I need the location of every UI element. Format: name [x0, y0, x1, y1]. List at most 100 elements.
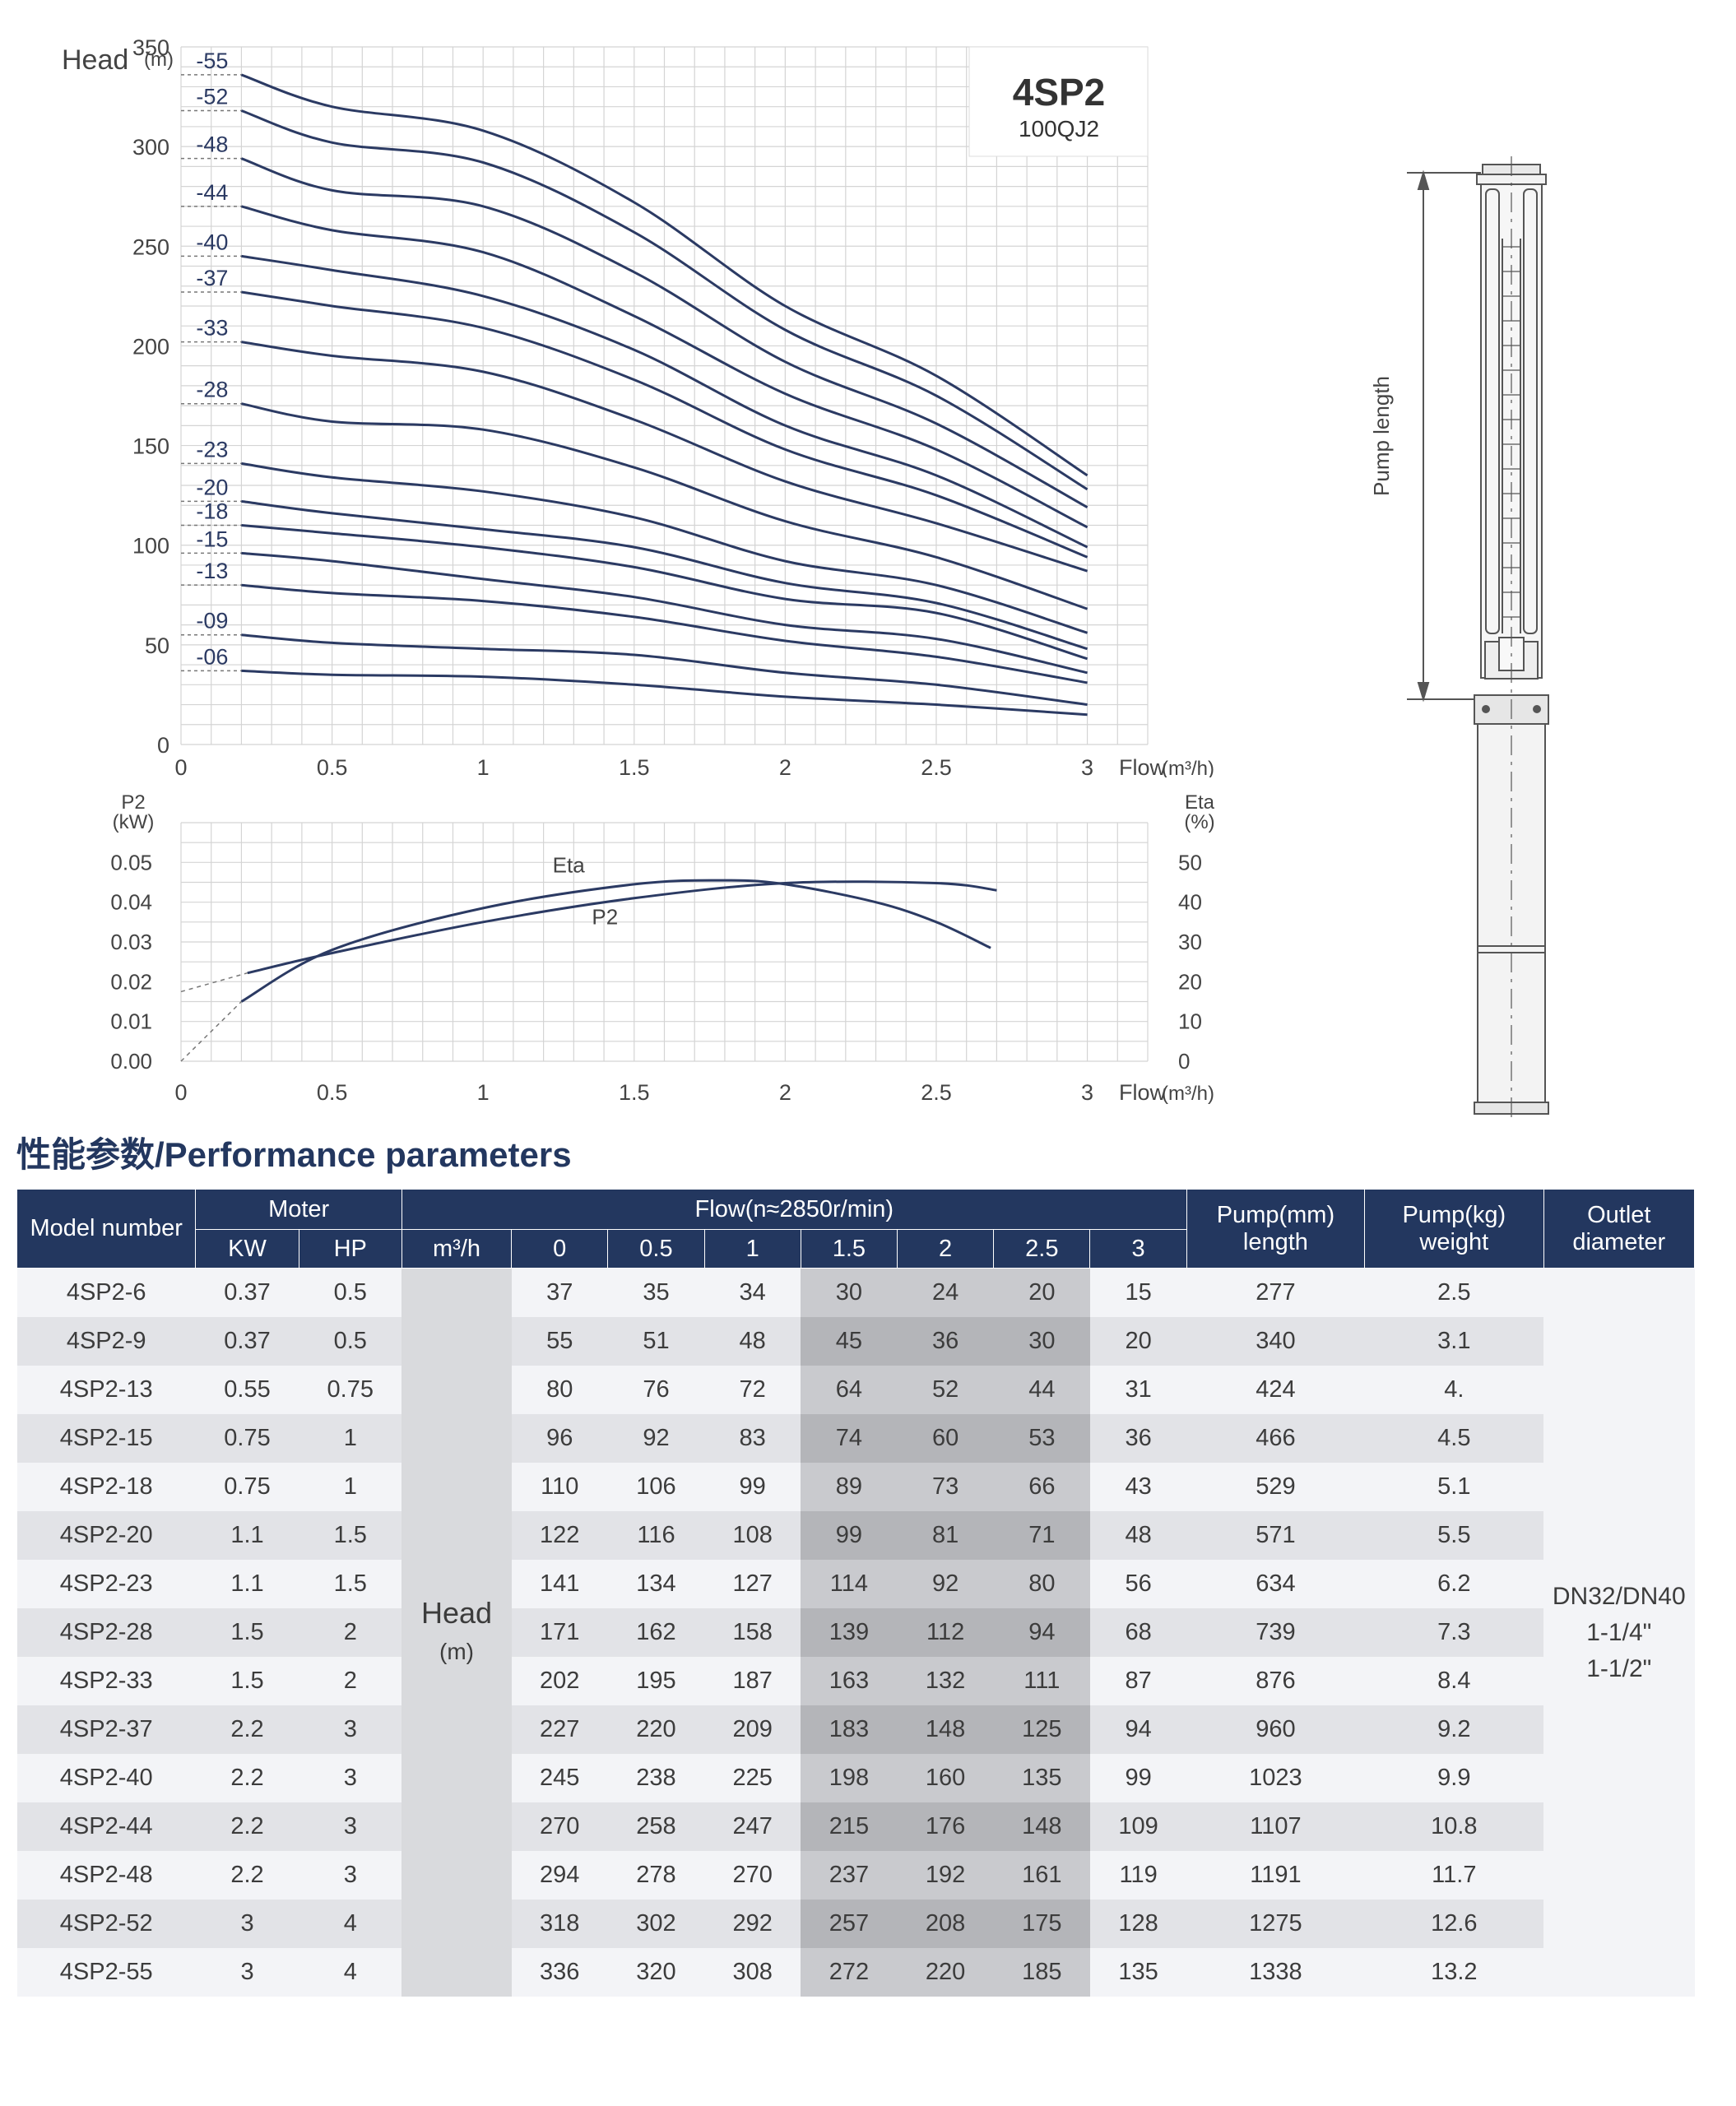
- head-cell: 127: [704, 1560, 801, 1608]
- head-cell: 60: [897, 1414, 994, 1463]
- header-pump-weight: Pump(kg) weight: [1364, 1189, 1544, 1269]
- right-tick-label: 10: [1178, 1009, 1202, 1034]
- model-cell: 4SP2-20: [16, 1511, 196, 1560]
- x-tick-label: 0: [174, 1080, 187, 1105]
- head-cell: 89: [801, 1463, 898, 1511]
- left-tick-label: 0.02: [110, 969, 152, 994]
- pump-weight-cell: 11.7: [1364, 1851, 1544, 1900]
- p2-curve-label: P2: [592, 904, 618, 929]
- model-cell: 4SP2-48: [16, 1851, 196, 1900]
- header-flow-2.5: 2.5: [993, 1229, 1091, 1269]
- hp-cell: 0.75: [299, 1366, 402, 1414]
- head-curve: [241, 551, 1088, 675]
- header-flow-1: 1: [703, 1229, 801, 1269]
- head-cell: 215: [801, 1802, 898, 1851]
- head-cell: 37: [511, 1268, 608, 1317]
- head-cell: 72: [704, 1366, 801, 1414]
- head-cell: 162: [607, 1608, 705, 1657]
- power-efficiency-chart: P2(kW)Eta(%)0.000.010.020.030.040.050102…: [110, 791, 1215, 1105]
- kw-cell: 3: [195, 1948, 299, 1997]
- head-cell: 195: [607, 1657, 705, 1705]
- head-cell: 114: [801, 1560, 898, 1608]
- hp-cell: 0.5: [299, 1317, 402, 1366]
- head-cell: 56: [1089, 1560, 1187, 1608]
- head-cell: 163: [801, 1657, 898, 1705]
- table-row: 4SP2-20 1.1 1.5 122 116 108 99 81 71 48 571 5.5: [16, 1511, 1695, 1560]
- pump-length-cell: 340: [1186, 1317, 1365, 1366]
- pump-weight-cell: 6.2: [1364, 1560, 1544, 1608]
- head-cell: 128: [1089, 1900, 1187, 1948]
- pump-length-cell: 1191: [1186, 1851, 1365, 1900]
- head-curve: [240, 73, 1088, 477]
- head-cell: 247: [704, 1802, 801, 1851]
- head-cell: 148: [897, 1705, 994, 1754]
- head-cell: 111: [993, 1657, 1090, 1705]
- head-cell: 99: [801, 1511, 898, 1560]
- head-cell: 122: [511, 1511, 608, 1560]
- pump-drawing: Pump length: [1369, 156, 1549, 1119]
- table-row: 4SP2-40 2.2 3 245 238 225 198 160 135 99 1023 9.9: [16, 1754, 1695, 1802]
- y-tick-label: 350: [132, 35, 169, 60]
- pump-length-cell: 1107: [1186, 1802, 1365, 1851]
- dimension-arrow-top: [1417, 169, 1430, 190]
- table-row: 4SP2-9 0.37 0.5 55 51 48 45 36 30 20 340 3.1: [16, 1317, 1695, 1366]
- table-row: 4SP2-52 3 4 318 302 292 257 208 175 128 1275 12.6: [16, 1900, 1695, 1948]
- kw-cell: 2.2: [195, 1705, 299, 1754]
- hp-cell: 3: [299, 1705, 402, 1754]
- chart-title: 4SP2: [1013, 71, 1106, 114]
- head-curve: [241, 524, 1088, 661]
- head-cell: 94: [993, 1608, 1090, 1657]
- pump-weight-cell: 8.4: [1364, 1657, 1544, 1705]
- model-cell: 4SP2-28: [16, 1608, 196, 1657]
- series-label: -28: [196, 378, 228, 402]
- kw-cell: 0.55: [195, 1366, 299, 1414]
- head-cell: 220: [607, 1705, 705, 1754]
- kw-cell: 1.1: [195, 1511, 299, 1560]
- y-tick-label: 100: [132, 534, 169, 559]
- head-curve: [241, 402, 1088, 610]
- pump-weight-cell: 13.2: [1364, 1948, 1544, 1997]
- pump-weight-cell: 2.5: [1364, 1268, 1544, 1317]
- x-tick-label: 1: [477, 755, 490, 777]
- hp-cell: 3: [299, 1851, 402, 1900]
- x-tick-label: 1.5: [619, 755, 650, 777]
- outlet-value: DN32/DN40: [1552, 1582, 1686, 1610]
- table-row: 4SP2-28 1.5 2 171 162 158 139 112 94 68 739 7.3: [16, 1608, 1695, 1657]
- header-motor: Moter: [195, 1189, 402, 1230]
- head-curve: [241, 290, 1088, 559]
- head-unit: (m): [439, 1639, 474, 1664]
- model-cell: 4SP2-55: [16, 1948, 196, 1997]
- hp-cell: 1: [299, 1463, 402, 1511]
- series-label: -48: [196, 132, 228, 157]
- head-cell: 34: [704, 1268, 801, 1317]
- pump-motor: [1474, 694, 1549, 1115]
- head-cell: 48: [1089, 1511, 1187, 1560]
- kw-cell: 2.2: [195, 1851, 299, 1900]
- head-cell: 227: [511, 1705, 608, 1754]
- head-cell: 112: [897, 1608, 994, 1657]
- left-tick-label: 0.03: [110, 930, 152, 954]
- header-hp: HP: [298, 1229, 402, 1269]
- series-label: -33: [196, 316, 228, 341]
- pump-weight-cell: 4.5: [1364, 1414, 1544, 1463]
- pump-length-label: Pump length: [1369, 376, 1394, 496]
- header-flow-2: 2: [897, 1229, 995, 1269]
- dimension-arrow-bottom: [1417, 682, 1430, 703]
- head-cell: 192: [897, 1851, 994, 1900]
- y-tick-label: 300: [132, 135, 169, 160]
- chart-subtitle: 100QJ2: [1019, 116, 1099, 141]
- head-cell: 292: [704, 1900, 801, 1948]
- head-cell: 185: [993, 1948, 1090, 1997]
- pump-length-cell: 466: [1186, 1414, 1365, 1463]
- series-label: -20: [196, 475, 228, 499]
- left-tick-label: 0.05: [110, 850, 152, 874]
- model-cell: 4SP2-9: [16, 1317, 196, 1366]
- head-cell: 258: [607, 1802, 705, 1851]
- head-cell: 87: [1089, 1657, 1187, 1705]
- head-cell: 320: [607, 1948, 705, 1997]
- p2-curve: [247, 880, 997, 975]
- series-label: -13: [196, 559, 228, 583]
- head-curve: [241, 205, 1088, 529]
- head-cell: 43: [1089, 1463, 1187, 1511]
- right-axis-label: Eta: [1185, 791, 1215, 814]
